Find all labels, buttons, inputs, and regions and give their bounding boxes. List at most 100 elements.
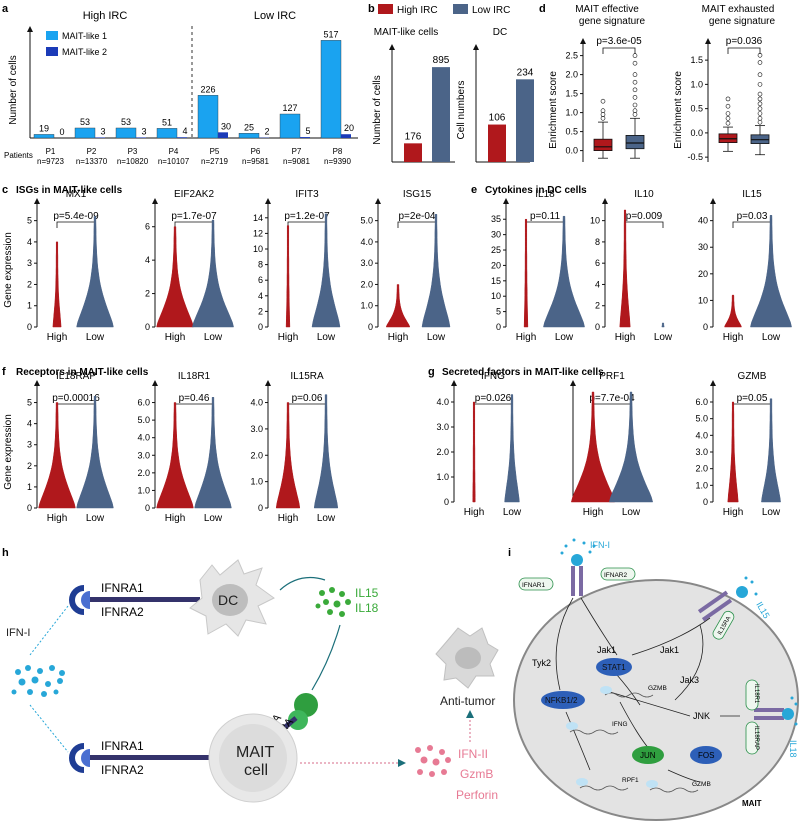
il15-il18-dots — [315, 587, 351, 617]
violin-tick-label: 3 — [27, 258, 32, 268]
d-outlier — [725, 111, 731, 116]
violin-xlabel-low: Low — [86, 513, 105, 524]
violin-tick-label: 2 — [27, 279, 32, 289]
d-outlier — [632, 72, 638, 77]
gene-gzmb-2: GZMB — [692, 781, 711, 788]
d-outlier — [600, 112, 606, 117]
d-bracket — [602, 47, 636, 54]
schematic-h: IFN-I IFNRA1 IFNRA2 DC IL15 IL18 — [6, 559, 499, 803]
a-value-label-1: 127 — [282, 103, 297, 113]
il15-label-h: IL15 — [355, 586, 379, 600]
violin-tick-label: 5.0 — [360, 216, 373, 226]
a-tick-label: P2 — [87, 147, 97, 156]
d-outlier — [757, 106, 763, 111]
violin-tick-label: 3 — [27, 440, 32, 450]
violin-low — [76, 216, 114, 328]
violin-bracket — [287, 403, 327, 410]
d-ylabel: Enrichment score — [673, 71, 684, 149]
violin-tick-label: 10 — [698, 295, 708, 305]
violin-tick-label: 6 — [145, 222, 150, 232]
gene-rpf1: RPF1 — [622, 777, 639, 784]
a-value-label-2: 4 — [182, 126, 187, 136]
jak3-label: Jak3 — [680, 675, 699, 685]
a-bar-mait2 — [177, 137, 187, 138]
violin-xlabel-low: Low — [204, 513, 223, 524]
violin-low — [192, 219, 234, 328]
violin-xlabel-high: High — [464, 507, 485, 518]
d-tick-label: 1.5 — [690, 55, 703, 65]
a-legend-2: MAIT-like 2 — [62, 47, 107, 57]
violin-tick-label: 20 — [698, 269, 708, 279]
il18-receptor-i — [754, 696, 798, 726]
dc-secretion-arrow — [279, 577, 326, 591]
jun-node — [632, 746, 664, 764]
a-group-high: High IRC — [83, 10, 128, 22]
violin-tick-label: 1.0 — [436, 472, 449, 482]
a-n-label: n=2719 — [201, 157, 228, 166]
violin-tick-label: 1.0 — [360, 301, 373, 311]
d-ylabel: Enrichment score — [548, 71, 559, 149]
a-y-arrow — [27, 26, 33, 32]
a-tick-label: P7 — [292, 147, 302, 156]
b-value-label: 234 — [517, 67, 534, 78]
ifn-label-h: IFN-I — [6, 627, 30, 639]
d-tick-label: 0.0 — [565, 146, 578, 156]
violin-high — [523, 218, 529, 328]
violin-tick-label: 3.0 — [436, 422, 449, 432]
mait-label-2: cell — [244, 762, 268, 779]
a-bar-mait2 — [218, 132, 228, 138]
d-outlier — [632, 79, 638, 85]
violin-tick-label: 15 — [491, 276, 501, 286]
violin-tick-label: 4.0 — [360, 237, 373, 247]
gene-ifng: IFNG — [612, 721, 628, 728]
violin-tick-label: 2 — [27, 461, 32, 471]
b-value-label: 176 — [405, 131, 422, 142]
perforin-label: Perforin — [456, 788, 498, 802]
violin-tick-label: 0 — [368, 322, 373, 332]
violin-y-arrow — [375, 198, 381, 204]
violin-tick-label: 3.0 — [137, 450, 150, 460]
a-tick-label: P8 — [333, 147, 343, 156]
d-pvalue: p=0.036 — [726, 36, 763, 47]
a-tick-label: P1 — [46, 147, 56, 156]
b-y-arrow — [473, 44, 479, 50]
dna-strands — [569, 692, 699, 793]
title-c: ISGs in MAIT-like cells — [16, 185, 123, 196]
violin-tick-label: 1 — [27, 482, 32, 492]
a-n-label: n=10820 — [117, 157, 149, 166]
d-outlier — [757, 119, 763, 125]
violin-low — [750, 215, 792, 328]
violin-gene-title: IL18 — [535, 189, 555, 200]
violin-tick-label: 3.0 — [360, 258, 373, 268]
a-n-label: n=9723 — [37, 157, 64, 166]
jak1-label-a: Jak1 — [597, 645, 616, 655]
violin-pvalue: p=0.03 — [737, 211, 768, 222]
panel-letter-a: a — [2, 3, 9, 15]
ifnra1-label-bottom: IFNRA1 — [101, 739, 144, 753]
b-ylabel: Number of cells — [372, 75, 383, 144]
panel-letter-h: h — [2, 547, 9, 559]
tumor-cell — [435, 627, 499, 689]
violin-tick-label: 30 — [491, 230, 501, 240]
violin-high — [619, 209, 631, 328]
violin-xlabel-high: High — [278, 513, 299, 524]
violin-tick-label: 10 — [590, 216, 600, 226]
violin-xlabel-high: High — [516, 332, 537, 343]
violin-tick-label: 6 — [258, 275, 263, 285]
d-outlier — [632, 112, 638, 117]
a-bar-mait1 — [115, 127, 137, 139]
d-outlier — [757, 116, 763, 121]
violin-xlabel-low: Low — [317, 332, 336, 343]
violin-xlabel-high: High — [165, 513, 186, 524]
a-bar-mait1 — [33, 134, 55, 139]
b-legend-low: Low IRC — [472, 5, 510, 16]
violin-gene-title: IL15 — [742, 189, 762, 200]
a-legend-swatch-1 — [46, 31, 58, 40]
violin-pvalue: p=1.7e-07 — [171, 211, 217, 222]
violin-low — [76, 395, 114, 509]
il18r1-label: IL18R1 — [753, 684, 759, 704]
anti-tumor-label: Anti-tumor — [440, 694, 495, 708]
violin-pvalue: p=0.00016 — [52, 393, 100, 404]
ifnra2-label-top: IFNRA2 — [101, 605, 144, 619]
